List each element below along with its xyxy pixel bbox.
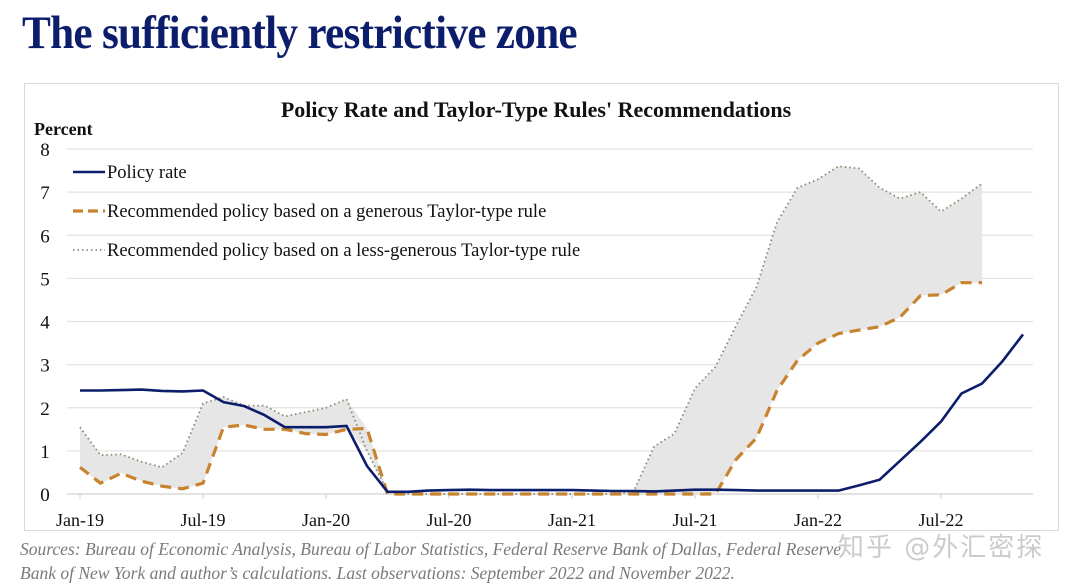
x-tick-label: Jan-20 [302, 510, 350, 530]
y-axis-label: Percent [34, 119, 93, 139]
legend-label: Policy rate [107, 163, 187, 183]
chart-panel: Policy Rate and Taylor-Type Rules' Recom… [24, 83, 1059, 531]
legend: Policy rate Recommended policy based on a… [73, 163, 580, 261]
shaded-band-area [80, 166, 982, 494]
chart-title: Policy Rate and Taylor-Type Rules' Recom… [281, 97, 792, 122]
x-tick-label: Jul-21 [673, 510, 718, 530]
y-tick-labels: 0 1 2 3 4 5 6 7 8 [40, 140, 50, 506]
x-tick-label: Jul-20 [427, 510, 472, 530]
x-tick-label: Jan-19 [56, 510, 104, 530]
legend-label: Recommended policy based on a generous T… [107, 202, 546, 222]
x-tick-label: Jul-22 [919, 510, 964, 530]
y-tick-label: 6 [40, 226, 50, 247]
y-tick-label: 8 [40, 140, 50, 161]
policy-rate-chart: Policy Rate and Taylor-Type Rules' Recom… [34, 97, 1033, 530]
watermark: 知乎 @外汇密探 [838, 533, 1045, 563]
x-tick-label: Jan-22 [794, 510, 842, 530]
y-tick-label: 1 [40, 442, 50, 463]
y-tick-label: 4 [40, 313, 50, 334]
shaded-band [80, 166, 982, 494]
series-lines [79, 165, 1025, 496]
source-line-2: Bank of New York and author’s calculatio… [20, 563, 735, 583]
legend-label: Recommended policy based on a less-gener… [107, 241, 580, 261]
y-tick-label: 7 [40, 183, 50, 204]
series-line-solid [80, 333, 1025, 494]
source-note: Sources: Bureau of Economic Analysis, Bu… [20, 537, 1080, 585]
page-headline: The sufficiently restrictive zone [22, 7, 578, 59]
x-tick-label: Jul-19 [181, 510, 226, 530]
y-tick-label: 0 [40, 485, 50, 506]
x-tick-label: Jan-21 [548, 510, 596, 530]
y-tick-label: 2 [40, 399, 50, 420]
y-tick-label: 5 [40, 269, 50, 290]
series-line-dashed [79, 281, 982, 496]
x-tick-labels: Jan-19 Jul-19 Jan-20 Jul-20 Jan-21 Jul-21 Jan-… [56, 494, 964, 530]
source-line-1: Sources: Bureau of Economic Analysis, Bu… [20, 539, 842, 559]
y-tick-label: 3 [40, 356, 50, 377]
